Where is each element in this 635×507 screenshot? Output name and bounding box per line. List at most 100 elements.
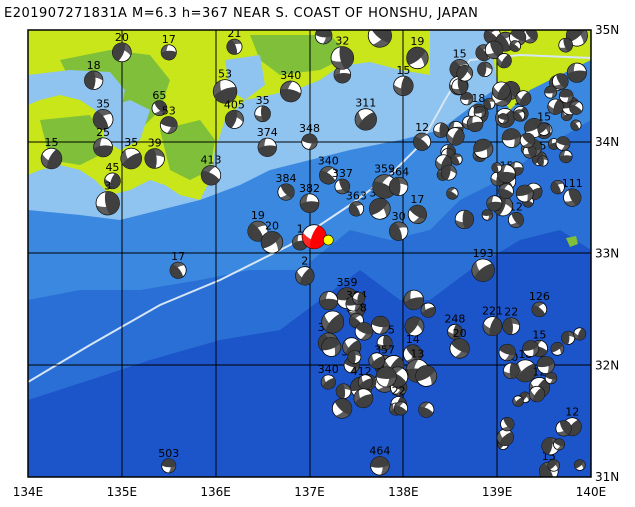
focal-mechanism-beachball <box>368 352 385 369</box>
focal-mechanism-beachball <box>446 127 465 146</box>
lon-tick-label: 137E <box>294 485 325 499</box>
focal-mechanism-beachball <box>522 144 537 159</box>
focal-mechanism-beachball <box>573 327 587 341</box>
event-depth-label: 363 <box>346 190 367 203</box>
focal-mechanism-beachball <box>501 128 522 148</box>
focal-mechanism-beachball <box>393 401 409 416</box>
lon-tick-label: 134E <box>13 485 44 499</box>
focal-mechanism-beachball <box>354 108 377 131</box>
focal-mechanism-beachball <box>502 317 521 335</box>
focal-mechanism-beachball <box>544 371 558 385</box>
focal-mechanism-beachball <box>93 137 113 158</box>
focal-mechanism-beachball <box>200 165 222 186</box>
event-depth-label: 65 <box>152 89 166 102</box>
focal-mechanism-beachball <box>555 136 571 151</box>
focal-mechanism-beachball <box>497 113 509 125</box>
focal-mechanism-beachball <box>372 174 397 199</box>
event-depth-label: 17 <box>410 193 424 206</box>
focal-mechanism-beachball <box>555 420 572 437</box>
focal-mechanism-beachball <box>522 30 538 44</box>
focal-mechanism-beachball <box>473 105 486 119</box>
event-depth-label: 503 <box>158 447 179 460</box>
focal-mechanism-beachball <box>537 155 549 167</box>
focal-mechanism-beachball <box>451 78 469 95</box>
focal-mechanism-beachball <box>319 291 339 311</box>
focal-mechanism-beachball <box>321 310 345 334</box>
focal-mechanism-beachball <box>481 209 494 221</box>
focal-mechanism-beachball <box>260 231 284 254</box>
event-depth-label: 13 <box>410 347 424 360</box>
focal-mechanism-beachball <box>334 178 351 195</box>
event-depth-label: 193 <box>473 247 494 260</box>
event-depth-label: 413 <box>200 154 221 167</box>
event-depth-label: 22 <box>392 385 406 398</box>
focal-mechanism-beachball <box>111 42 132 63</box>
event-depth-label: 53 <box>218 68 232 81</box>
focal-mechanism-beachball <box>352 291 366 305</box>
focal-mechanism-beachball <box>552 73 569 90</box>
focal-mechanism-beachball <box>544 85 558 99</box>
event-depth-label: 248 <box>444 312 465 325</box>
event-depth-label: 18 <box>471 92 485 105</box>
map-border <box>27 29 592 478</box>
focal-mechanism-beachball <box>277 183 295 201</box>
focal-mechanism-beachball <box>561 330 576 345</box>
focal-mechanism-beachball <box>449 338 470 359</box>
event-depth-label: 15 <box>523 16 537 29</box>
event-depth-label: 348 <box>299 122 320 135</box>
focal-mechanism-beachball <box>558 37 574 53</box>
event-depth-label: 337 <box>332 167 353 180</box>
focal-mechanism-beachball <box>513 359 537 383</box>
focal-mechanism-beachball <box>404 316 425 337</box>
focal-mechanism-beachball <box>482 316 503 337</box>
lat-tick-label: 31N <box>595 470 619 484</box>
lon-tick-label: 135E <box>107 485 138 499</box>
focal-mechanism-beachball <box>559 149 573 164</box>
focal-mechanism-beachball <box>403 289 425 311</box>
focal-mechanism-beachball <box>570 119 582 131</box>
focal-mechanism-beachball <box>388 221 409 241</box>
event-depth-label: 20 <box>115 31 129 44</box>
focal-mechanism-beachball <box>550 342 565 356</box>
event-depth-label: 19 <box>410 35 424 48</box>
lon-tick-label: 138E <box>388 485 419 499</box>
focal-mechanism-beachball <box>513 109 526 122</box>
event-depth-label: 12 <box>415 121 429 134</box>
event-depth-label: 364 <box>388 165 409 178</box>
event-depth-label: 374 <box>257 126 278 139</box>
event-depth-label: 53 <box>162 105 176 118</box>
lon-tick-label: 139E <box>482 485 513 499</box>
focal-mechanism-beachball <box>509 40 522 52</box>
focal-mechanism-beachball <box>348 201 365 217</box>
event-depth-label: 464 <box>369 445 390 458</box>
focal-mechanism-beachball <box>169 261 187 279</box>
focal-mechanism-beachball <box>413 132 432 151</box>
focal-mechanism-beachball <box>376 335 393 351</box>
event-depth-label: 39 <box>148 137 162 150</box>
focal-mechanism-beachball <box>574 459 586 471</box>
lat-tick-label: 34N <box>595 135 619 149</box>
focal-mechanism-beachball <box>483 97 496 110</box>
focal-mechanism-beachball <box>347 350 362 364</box>
event-depth-label: 18 <box>87 59 101 72</box>
focal-mechanism-beachball <box>224 109 244 129</box>
focal-mechanism-beachball <box>144 148 165 169</box>
event-depth-label: 15 <box>537 111 551 124</box>
focal-mechanism-beachball <box>454 209 475 230</box>
focal-mechanism-beachball <box>484 40 504 60</box>
focal-mechanism-beachball <box>295 266 315 286</box>
focal-mechanism-beachball <box>547 459 560 472</box>
focal-mechanism-beachball <box>370 456 390 476</box>
focal-mechanism-beachball <box>507 211 524 228</box>
focal-mechanism-beachball <box>553 438 565 451</box>
focal-mechanism-beachball <box>440 164 457 181</box>
focal-mechanism-beachball <box>450 153 463 166</box>
focal-mechanism-beachball <box>522 340 539 357</box>
focal-mechanism-beachball <box>433 122 449 138</box>
event-depth-label: 22 <box>504 306 518 319</box>
trench-line <box>28 53 591 383</box>
event-depth-label: 17 <box>171 250 185 263</box>
focal-mechanism-beachball <box>335 383 352 400</box>
